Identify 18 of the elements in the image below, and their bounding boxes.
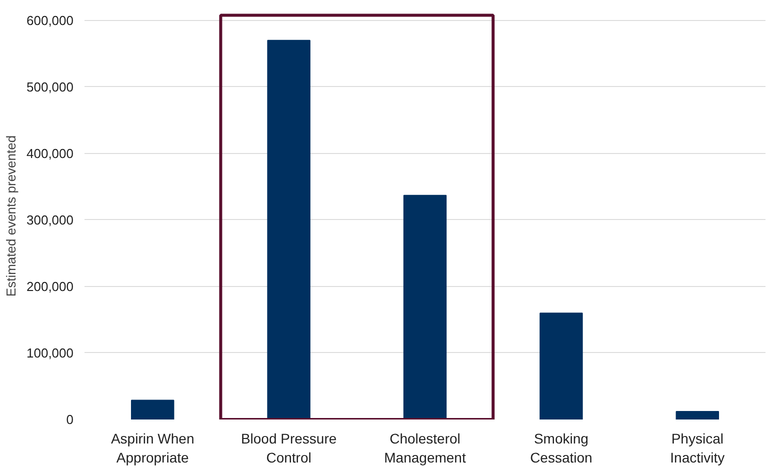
y-axis-title: Estimated events prevented <box>4 135 19 297</box>
bar <box>403 194 447 420</box>
x-tick-label: Cholesterol Management <box>384 430 466 466</box>
y-tick-label: 200,000 <box>26 278 74 294</box>
y-tick-label: 0 <box>66 412 74 427</box>
x-tick-label: Physical Inactivity <box>670 430 725 466</box>
y-tick-label: 100,000 <box>26 345 74 360</box>
bar <box>676 411 720 420</box>
y-tick-label: 300,000 <box>26 212 74 228</box>
y-tick-label: 400,000 <box>26 146 74 161</box>
bar <box>130 400 174 420</box>
x-tick-label: Aspirin When Appropriate <box>110 430 194 466</box>
bar <box>540 312 583 420</box>
bar <box>267 40 310 420</box>
y-tick-label: 600,000 <box>26 12 74 28</box>
x-tick-label: Blood Pressure Control <box>240 430 337 466</box>
y-tick-label: 500,000 <box>26 79 74 94</box>
x-tick-label: Smoking Cessation <box>530 430 592 466</box>
